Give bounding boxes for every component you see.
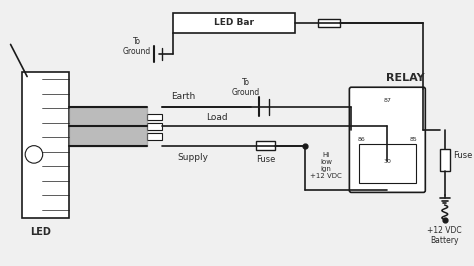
Bar [147, 133, 163, 140]
Bar [256, 141, 275, 150]
Text: 86: 86 [357, 137, 365, 142]
Bar [147, 123, 163, 130]
FancyBboxPatch shape [349, 87, 425, 192]
Text: To
Ground: To Ground [232, 78, 260, 97]
Bar [440, 149, 450, 171]
Text: Load: Load [206, 113, 228, 122]
Text: 30: 30 [383, 159, 391, 164]
Text: LED: LED [30, 227, 51, 237]
Circle shape [25, 146, 43, 163]
Text: Fuse: Fuse [453, 151, 472, 160]
Text: 85: 85 [410, 137, 418, 142]
Text: +12 VDC
Battery: +12 VDC Battery [428, 226, 462, 245]
Bar [359, 144, 416, 183]
Bar [147, 114, 163, 120]
Text: Hi
low
ign
+12 VDC: Hi low ign +12 VDC [310, 152, 342, 179]
Text: 87: 87 [383, 98, 391, 103]
Text: Supply: Supply [177, 153, 208, 162]
Text: To
Ground: To Ground [123, 37, 151, 56]
Bar [173, 13, 295, 33]
Text: LED Bar: LED Bar [214, 18, 254, 27]
Text: Fuse: Fuse [256, 155, 275, 164]
Bar [318, 19, 340, 27]
Text: RELAY: RELAY [385, 73, 424, 82]
Text: Earth: Earth [171, 93, 195, 101]
Bar [22, 72, 69, 218]
